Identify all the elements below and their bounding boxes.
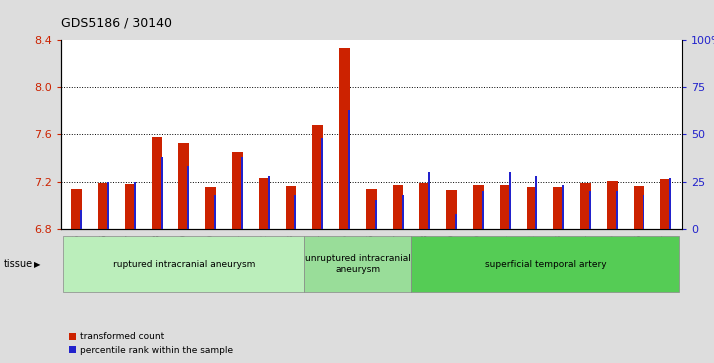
Bar: [98, 183, 109, 229]
Bar: [107, 182, 109, 229]
Bar: [366, 188, 376, 229]
Bar: [508, 172, 511, 229]
Bar: [562, 185, 564, 229]
Text: GDS5186 / 30140: GDS5186 / 30140: [61, 16, 171, 29]
Bar: [580, 183, 590, 229]
Bar: [187, 166, 189, 229]
Bar: [393, 185, 403, 229]
Bar: [615, 191, 618, 229]
Bar: [161, 157, 163, 229]
Bar: [241, 157, 243, 229]
Text: superficial temporal artery: superficial temporal artery: [485, 260, 606, 269]
Bar: [348, 110, 350, 229]
Legend: transformed count, percentile rank within the sample: transformed count, percentile rank withi…: [65, 329, 236, 359]
Text: unruptured intracranial
aneurysm: unruptured intracranial aneurysm: [305, 254, 411, 274]
Bar: [232, 152, 243, 229]
Bar: [286, 186, 296, 229]
Bar: [473, 185, 483, 229]
Bar: [178, 143, 189, 229]
Bar: [294, 195, 296, 229]
Bar: [205, 187, 216, 229]
Bar: [339, 48, 350, 229]
Bar: [419, 183, 430, 229]
Bar: [401, 195, 403, 229]
Bar: [633, 186, 644, 229]
Text: tissue: tissue: [4, 259, 33, 269]
Text: ruptured intracranial aneurysm: ruptured intracranial aneurysm: [113, 260, 255, 269]
Bar: [526, 187, 537, 229]
Bar: [553, 187, 564, 229]
Bar: [446, 190, 457, 229]
Bar: [258, 178, 269, 229]
Bar: [500, 185, 511, 229]
Bar: [321, 138, 323, 229]
Bar: [428, 172, 431, 229]
Bar: [214, 195, 216, 229]
Bar: [151, 136, 162, 229]
Bar: [134, 182, 136, 229]
Bar: [536, 176, 538, 229]
Bar: [455, 213, 457, 229]
Bar: [375, 200, 377, 229]
Bar: [589, 191, 591, 229]
Bar: [643, 195, 645, 229]
Bar: [125, 184, 136, 229]
Bar: [669, 178, 671, 229]
Bar: [268, 176, 270, 229]
Text: ▶: ▶: [34, 260, 41, 269]
Bar: [482, 191, 484, 229]
Bar: [80, 210, 82, 229]
Bar: [312, 125, 323, 229]
Bar: [660, 179, 671, 229]
Bar: [607, 182, 618, 229]
Bar: [71, 188, 82, 229]
